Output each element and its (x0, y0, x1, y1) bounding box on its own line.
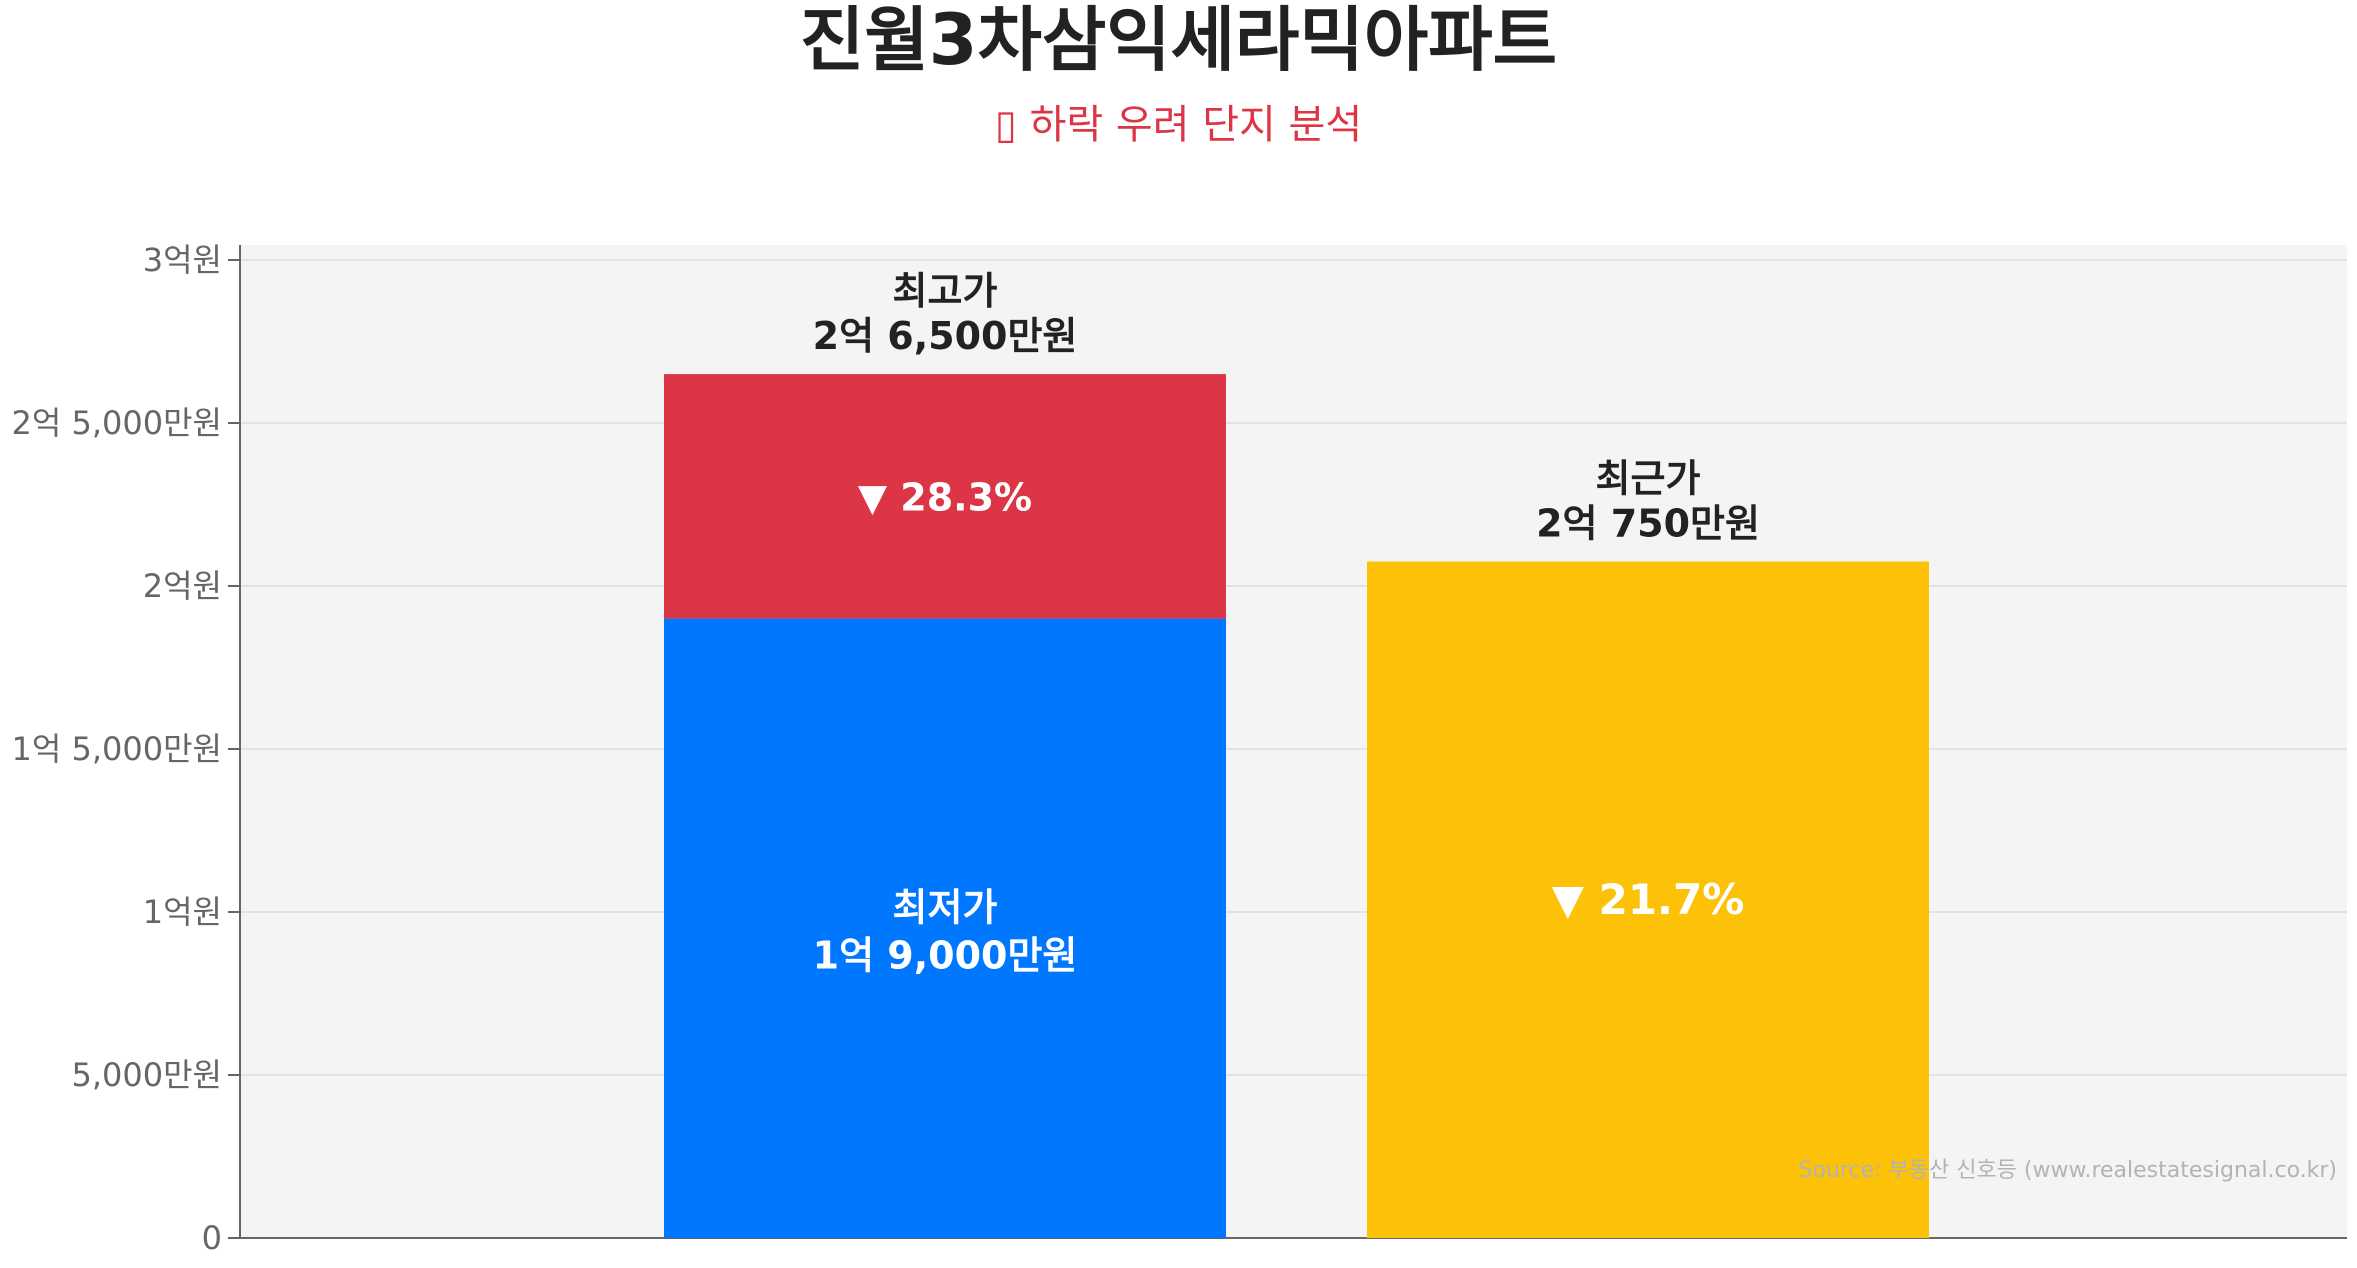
y-tick-label: 5,000만원 (72, 1056, 223, 1094)
y-tick-label: 2억 5,000만원 (12, 404, 222, 442)
warning-icon: ▯ (994, 102, 1017, 148)
bar-max-drop-label: ▼ 28.3% (858, 475, 1032, 519)
chart-subtitle-text: 하락 우려 단지 분석 (1029, 102, 1363, 148)
bar-min-name-label: 최저가 (893, 885, 998, 929)
chart-subtitle: ▯ 하락 우려 단지 분석 (0, 100, 2357, 150)
bar-recent-price (1367, 561, 1929, 1238)
bar-max-value-label: 2억 6,500만원 (813, 314, 1078, 358)
bar-recent-drop-label: ▼ 21.7% (1552, 875, 1745, 924)
bar-recent-name-label: 최근가 (1596, 457, 1701, 501)
y-tick-label: 1억 5,000만원 (12, 730, 222, 768)
y-tick-label: 2억원 (143, 567, 222, 605)
bar-min-price (664, 618, 1226, 1238)
y-tick-label: 0 (202, 1219, 222, 1257)
source-note: Source: 부동산 신호등 (www.realestatesignal.co… (1798, 1158, 2337, 1183)
y-tick-label: 3억원 (143, 241, 222, 279)
bar-min-value-label: 1억 9,000만원 (813, 933, 1078, 977)
bar-max-price (664, 374, 1226, 619)
chart-title: 진월3차삼익세라믹아파트 (799, 0, 1558, 81)
bar-max-name-label: 최고가 (893, 269, 998, 313)
y-tick-label: 1억원 (143, 893, 222, 931)
plot-area (240, 245, 2347, 1238)
bar-recent-value-label: 2억 750만원 (1536, 502, 1760, 546)
